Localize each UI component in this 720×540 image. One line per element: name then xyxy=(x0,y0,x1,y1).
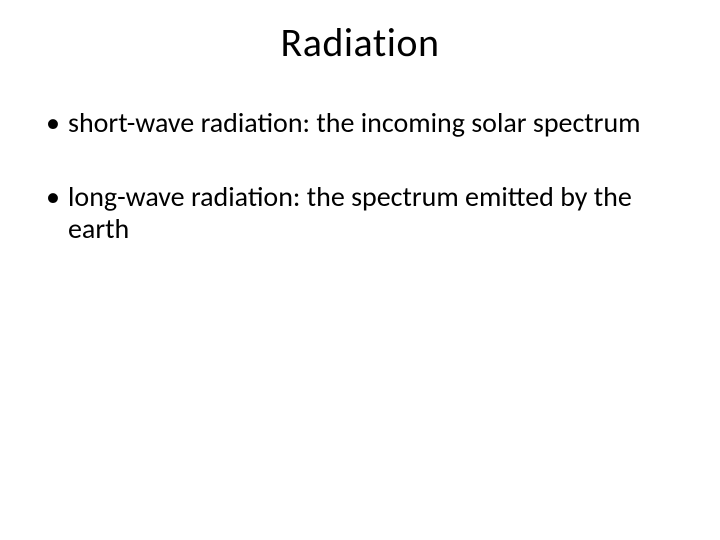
slide-title: Radiation xyxy=(0,0,720,67)
slide: Radiation short-wave radiation: the inco… xyxy=(0,0,720,540)
bullet-gap xyxy=(40,139,680,181)
list-item: short-wave radiation: the incoming solar… xyxy=(40,107,680,139)
slide-body: short-wave radiation: the incoming solar… xyxy=(0,67,720,246)
list-item: long-wave radiation: the spectrum emitte… xyxy=(40,181,680,245)
bullet-list: short-wave radiation: the incoming solar… xyxy=(40,107,680,246)
